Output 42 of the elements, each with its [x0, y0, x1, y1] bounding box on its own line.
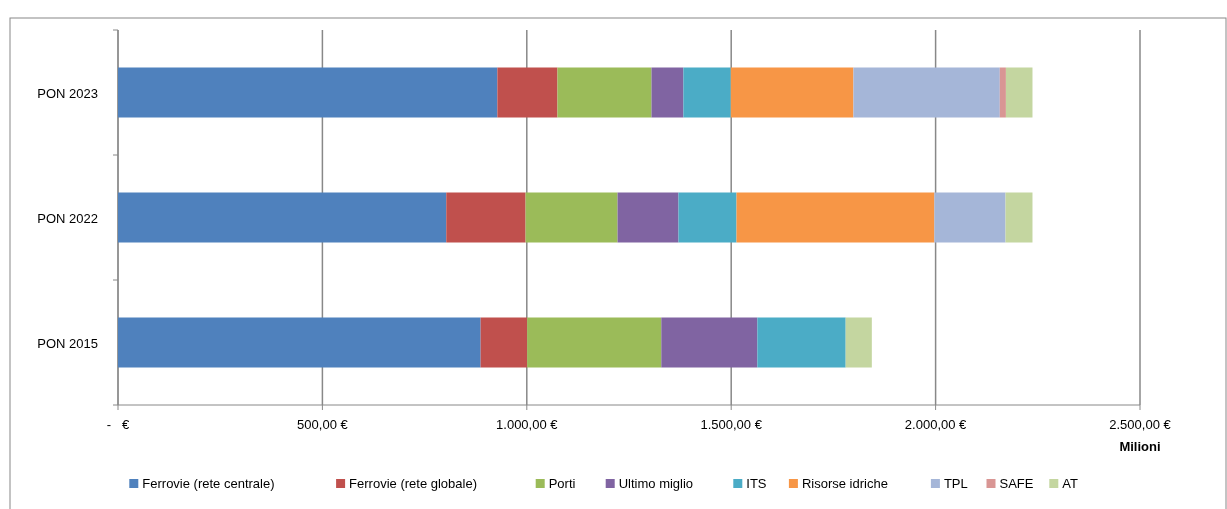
bar — [853, 67, 1000, 118]
bar — [497, 67, 558, 118]
x-tick-label: 2.500,00 € — [1109, 417, 1172, 432]
x-tick-label: 500,00 € — [297, 417, 349, 432]
bar — [1005, 192, 1033, 243]
bar — [480, 317, 528, 368]
y-tick-label: PON 2022 — [37, 210, 98, 226]
legend-label: Risorse idriche — [801, 476, 888, 491]
bar — [527, 317, 662, 368]
bar — [730, 67, 854, 118]
bar — [678, 192, 737, 243]
legend-label: Porti — [548, 476, 576, 491]
bar — [557, 67, 652, 118]
legend-label: ITS — [746, 476, 767, 491]
bar — [617, 192, 679, 243]
legend-label: Ferrovie (rete globale) — [349, 476, 477, 491]
legend-label: Ferrovie (rete centrale) — [142, 476, 275, 491]
x-tick-label: 1.000,00 € — [496, 417, 559, 432]
y-tick-label: PON 2015 — [37, 335, 98, 351]
y-tick-label: PON 2023 — [37, 85, 98, 101]
bar — [757, 317, 846, 368]
bar — [118, 67, 498, 118]
bar — [651, 67, 684, 118]
bar — [845, 317, 872, 368]
x-tick-label: 2.000,00 € — [904, 417, 968, 432]
legend-label: AT — [1062, 476, 1079, 491]
bar — [736, 192, 935, 243]
x-axis-title: Milioni — [1119, 439, 1161, 454]
bar — [661, 317, 758, 368]
x-tick-label: - € — [106, 417, 130, 432]
x-tick-label: 1.500,00 € — [700, 417, 763, 432]
bar — [934, 192, 1006, 243]
bar — [999, 67, 1006, 118]
bar — [525, 192, 618, 243]
bar — [683, 67, 731, 118]
bar — [1005, 67, 1033, 118]
legend-label: Ultimo miglio — [618, 476, 694, 491]
bar — [446, 192, 526, 243]
bar — [118, 192, 447, 243]
legend-label: TPL — [943, 476, 968, 491]
bar — [118, 317, 481, 368]
legend-label: SAFE — [999, 476, 1034, 491]
